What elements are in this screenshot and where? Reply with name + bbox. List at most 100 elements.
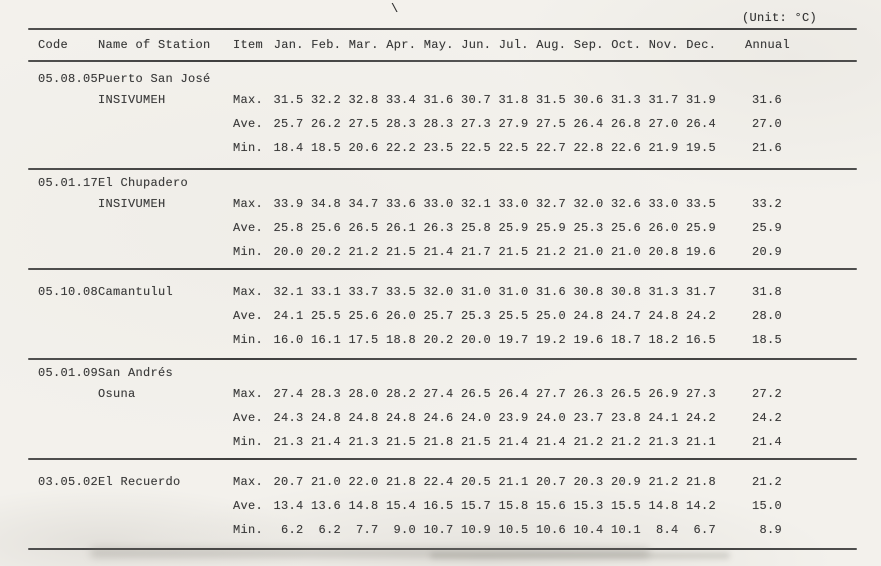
- section-divider-rule: [28, 168, 857, 170]
- row-item-label: Min.: [232, 435, 263, 449]
- temp-value-cell: 21.0: [610, 245, 641, 259]
- station-name-line2: INSIVUMEH: [98, 93, 166, 107]
- temp-value-cell: 15.3: [573, 499, 604, 513]
- temp-value-cell: 24.1: [273, 309, 304, 323]
- column-header-month: Jun.: [461, 38, 492, 52]
- row-item-label: Max.: [232, 93, 263, 107]
- temp-value-cell: 25.3: [460, 309, 491, 323]
- temp-value-cell: 26.5: [610, 387, 641, 401]
- temp-value-cell: 26.3: [573, 387, 604, 401]
- station-name-line1: Puerto San José: [98, 72, 211, 86]
- temp-value-cell: 32.7: [535, 197, 566, 211]
- temp-value-cell: 25.6: [310, 221, 341, 235]
- temp-value-cell: 18.7: [610, 333, 641, 347]
- temp-value-cell: 34.8: [310, 197, 341, 211]
- temp-value-cell: 26.0: [385, 309, 416, 323]
- column-header-code: Code: [38, 38, 69, 52]
- column-header-month: Apr.: [386, 38, 417, 52]
- station-code: 05.08.05: [38, 72, 99, 86]
- column-header-month: May.: [423, 38, 454, 52]
- table-row: Ave. 13.4 13.6 14.8 15.4 16.5 15.7 15.8 15.6 15.3…: [28, 494, 857, 518]
- temp-value-cell: 23.5: [423, 141, 454, 155]
- temp-value-cell: 15.6: [535, 499, 566, 513]
- temp-value-cell: 21.9: [648, 141, 679, 155]
- temp-value-cell: 10.4: [573, 523, 604, 537]
- temperature-table: Code Name of Station Item Jan. Feb. Mar. Apr. M…: [28, 28, 857, 550]
- temp-value-cell: 28.0: [348, 387, 379, 401]
- temp-value-cell: 33.1: [310, 285, 341, 299]
- temp-value-cell: 24.8: [385, 411, 416, 425]
- column-header-month: Sep.: [573, 38, 604, 52]
- temp-value-cell: 27.7: [535, 387, 566, 401]
- annual-value-cell: 33.2: [751, 197, 782, 211]
- section-divider-rule: [28, 358, 857, 360]
- temp-value-cell: 33.0: [423, 197, 454, 211]
- row-item-label: Min.: [232, 245, 263, 259]
- temp-value-cell: 25.9: [535, 221, 566, 235]
- table-row: Ave. 25.8 25.6 26.5 26.1 26.3 25.8 25.9 25.9 25.3…: [28, 216, 857, 240]
- annual-value-cell: 8.9: [759, 523, 782, 537]
- temp-value-cell: 26.4: [498, 387, 529, 401]
- temp-value-cell: 20.2: [310, 245, 341, 259]
- temp-value-cell: 20.8: [648, 245, 679, 259]
- temp-value-cell: 31.5: [535, 93, 566, 107]
- temp-value-cell: 33.6: [385, 197, 416, 211]
- table-row: Ave. 25.7 26.2 27.5 28.3 28.3 27.3 27.9 27.5 26.4…: [28, 112, 857, 136]
- temp-value-cell: 21.3: [348, 435, 379, 449]
- temp-value-cell: 20.9: [610, 475, 641, 489]
- temp-value-cell: 31.0: [498, 285, 529, 299]
- temp-value-cell: 33.5: [685, 197, 716, 211]
- temp-value-cell: 24.0: [535, 411, 566, 425]
- temp-value-cell: 27.5: [348, 117, 379, 131]
- temp-value-cell: 26.4: [685, 117, 716, 131]
- temp-value-cell: 14.2: [685, 499, 716, 513]
- temp-value-cell: 24.0: [460, 411, 491, 425]
- section-divider-rule: [28, 268, 857, 270]
- annual-value-cell: 15.0: [751, 499, 782, 513]
- temp-value-cell: 25.8: [460, 221, 491, 235]
- column-header-station: Name of Station: [98, 38, 211, 52]
- station-name-line1: San Andrés: [98, 366, 174, 380]
- temp-value-cell: 21.2: [348, 245, 379, 259]
- station-name-line2: Osuna: [98, 387, 136, 401]
- temp-value-cell: 30.8: [573, 285, 604, 299]
- column-header-annual: Annual: [745, 38, 791, 52]
- temp-value-cell: 21.4: [498, 435, 529, 449]
- temp-value-cell: 18.5: [310, 141, 341, 155]
- temp-value-cell: 21.4: [535, 435, 566, 449]
- temp-value-cell: 31.7: [648, 93, 679, 107]
- temp-value-cell: 25.6: [348, 309, 379, 323]
- temp-value-cell: 15.5: [610, 499, 641, 513]
- station-code: 05.01.17: [38, 176, 99, 190]
- temp-value-cell: 20.0: [460, 333, 491, 347]
- temp-value-cell: 16.5: [423, 499, 454, 513]
- annual-value-cell: 31.8: [751, 285, 782, 299]
- temp-value-cell: 23.9: [498, 411, 529, 425]
- table-row: Ave. 24.1 25.5 25.6 26.0 25.7 25.3 25.5 25.0 24.8…: [28, 304, 857, 328]
- temp-value-cell: 33.0: [498, 197, 529, 211]
- temp-value-cell: 32.1: [273, 285, 304, 299]
- annual-value-cell: 28.0: [751, 309, 782, 323]
- station-title-row: 05.01.17 El Chupadero: [28, 174, 857, 192]
- annual-value-cell: 21.6: [751, 141, 782, 155]
- station-block: 03.05.02 El Recuerdo Max. 20.7 21.0 22.0 21.8 2…: [28, 460, 857, 548]
- temp-value-cell: 31.7: [685, 285, 716, 299]
- temp-value-cell: 33.9: [273, 197, 304, 211]
- annual-value-cell: 20.9: [751, 245, 782, 259]
- temp-value-cell: 31.0: [460, 285, 491, 299]
- temp-value-cell: 28.3: [423, 117, 454, 131]
- temp-value-cell: 16.0: [273, 333, 304, 347]
- temp-value-cell: 22.5: [460, 141, 491, 155]
- annual-value-cell: 24.2: [751, 411, 782, 425]
- station-name-line1: El Chupadero: [98, 176, 189, 190]
- temp-value-cell: 24.7: [610, 309, 641, 323]
- temp-value-cell: 21.8: [385, 475, 416, 489]
- temp-value-cell: 22.7: [535, 141, 566, 155]
- row-item-label: Max.: [232, 387, 263, 401]
- station-title-row: 05.01.09 San Andrés: [28, 364, 857, 382]
- temp-value-cell: 32.0: [423, 285, 454, 299]
- temp-value-cell: 32.1: [460, 197, 491, 211]
- temp-value-cell: 21.4: [423, 245, 454, 259]
- temp-value-cell: 21.2: [610, 435, 641, 449]
- temp-value-cell: 25.3: [573, 221, 604, 235]
